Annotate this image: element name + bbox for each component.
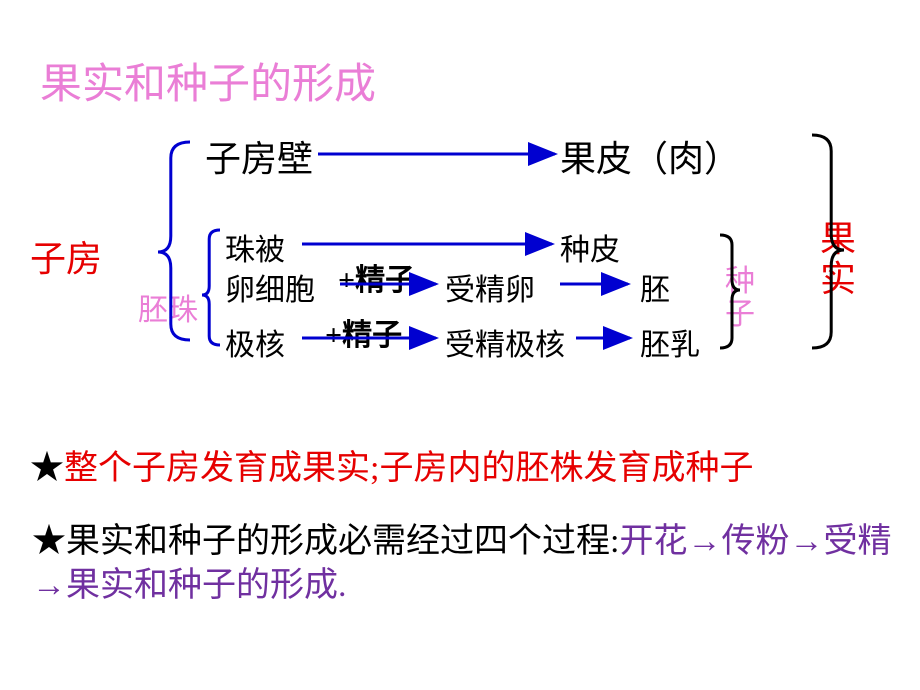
diagram-svg	[0, 0, 920, 690]
brace-ovule-icon	[202, 230, 220, 345]
brace-fruit-icon	[812, 135, 844, 348]
brace-seed-icon	[720, 235, 740, 348]
brace-ovary-icon	[158, 142, 190, 340]
